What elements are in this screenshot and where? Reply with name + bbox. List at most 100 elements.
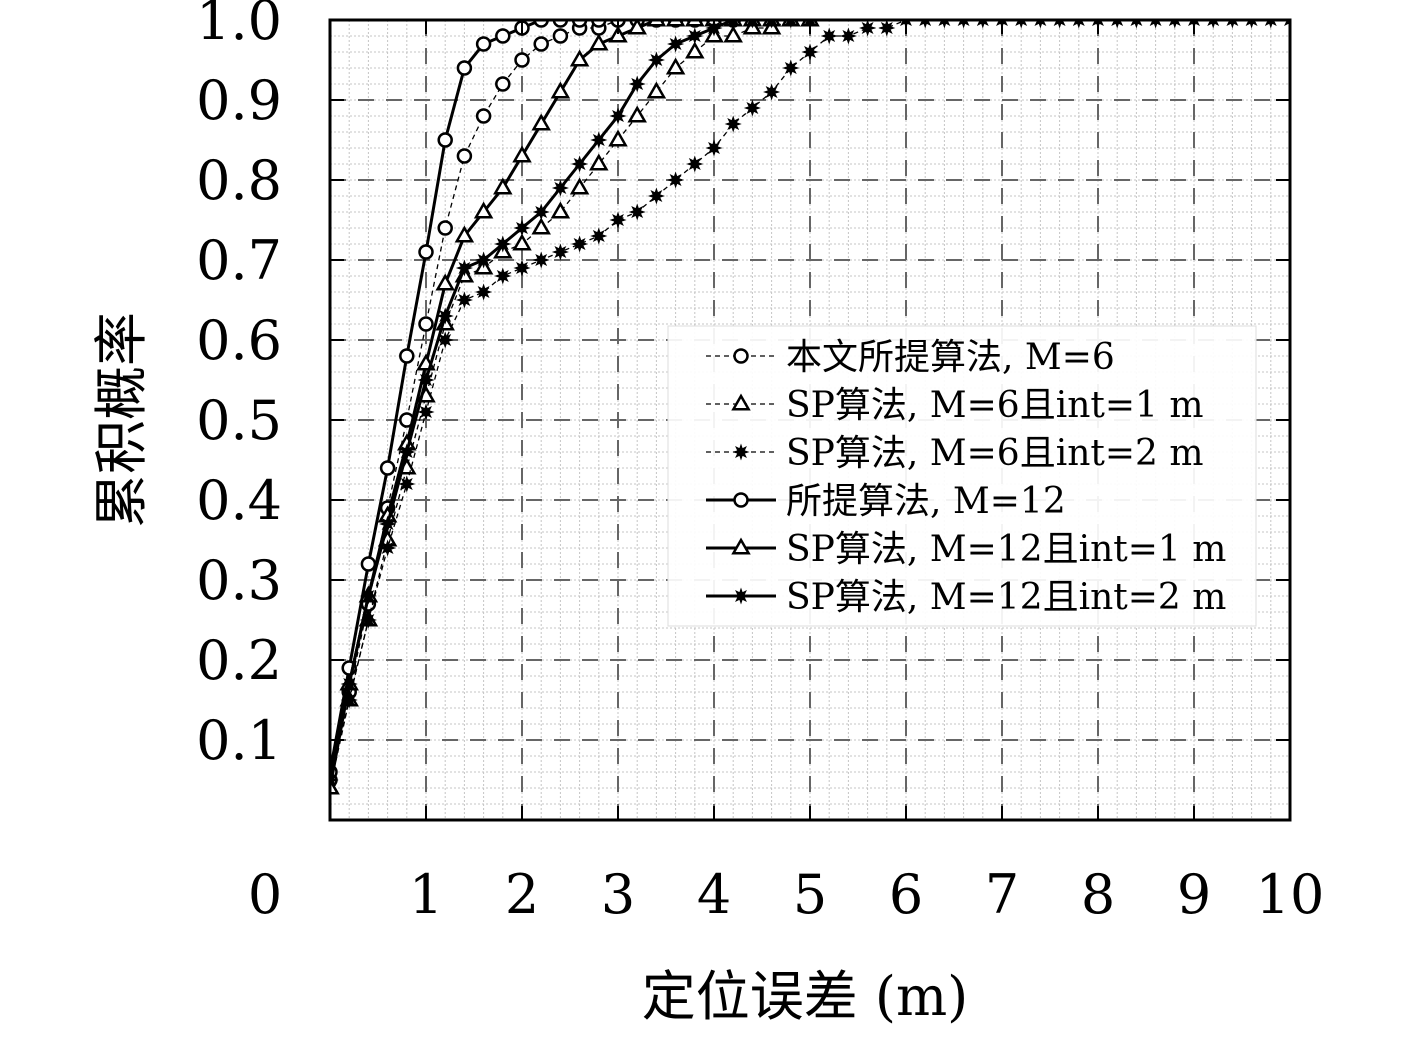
data-point	[1281, 20, 1290, 29]
data-point	[609, 211, 627, 229]
legend-marker	[732, 443, 750, 461]
data-point	[590, 227, 608, 245]
data-point	[531, 217, 551, 235]
legend-label: 所提算法, M=12	[786, 481, 1066, 522]
data-point	[456, 148, 473, 164]
data-point	[417, 371, 435, 389]
data-point	[589, 33, 609, 51]
data-point	[513, 219, 531, 237]
data-point	[435, 273, 455, 291]
data-point	[955, 20, 973, 29]
data-point	[455, 291, 473, 309]
data-point	[724, 20, 742, 29]
data-point	[417, 403, 435, 421]
data-point	[475, 283, 493, 301]
data-point	[801, 43, 819, 61]
data-point	[782, 59, 800, 77]
data-point	[513, 259, 531, 277]
data-point	[628, 203, 646, 221]
legend-marker	[732, 587, 750, 605]
data-point	[533, 20, 549, 28]
legend-marker	[733, 348, 749, 364]
data-point	[647, 51, 665, 69]
data-point	[418, 316, 434, 332]
data-point	[533, 36, 549, 52]
data-point	[494, 235, 512, 253]
data-point	[418, 244, 434, 260]
data-point	[379, 539, 397, 557]
x-tick-label: 1	[409, 863, 443, 926]
data-point	[974, 20, 992, 29]
data-point	[360, 556, 377, 572]
data-point	[473, 201, 494, 219]
data-point	[1051, 20, 1069, 29]
data-point	[667, 35, 685, 53]
data-point	[456, 60, 473, 76]
legend-marker	[731, 393, 751, 411]
data-point	[552, 20, 569, 28]
data-point	[916, 20, 934, 29]
data-point	[878, 20, 896, 37]
x-tick-label: 8	[1081, 863, 1115, 926]
data-point	[475, 108, 492, 124]
y-tick-label: 0.8	[196, 149, 282, 212]
data-point	[495, 76, 511, 92]
y-tick-label: 0.6	[196, 309, 282, 372]
x-axis-label: 定位误差 (m)	[642, 965, 969, 1028]
data-point	[1223, 20, 1241, 29]
data-point	[646, 81, 667, 99]
series-line	[330, 20, 810, 789]
data-point	[1262, 20, 1280, 29]
y-tick-label: 0.3	[196, 549, 282, 612]
series-line	[330, 20, 734, 773]
data-point	[493, 177, 513, 195]
data-point	[569, 177, 590, 195]
data-point	[550, 201, 571, 219]
data-point	[532, 203, 550, 221]
series-layer	[330, 20, 1290, 795]
data-point	[531, 113, 551, 131]
data-point	[494, 267, 512, 285]
legend-box	[667, 325, 1257, 627]
data-point	[399, 348, 415, 364]
data-point	[724, 115, 742, 133]
data-point	[608, 129, 628, 147]
data-point	[512, 145, 532, 163]
data-point	[591, 20, 607, 28]
data-point	[340, 675, 358, 693]
data-point	[839, 27, 857, 45]
data-point	[552, 28, 569, 44]
data-point	[1166, 20, 1184, 29]
data-point	[571, 155, 589, 173]
data-point	[627, 105, 647, 123]
data-point	[551, 179, 569, 197]
x-tick-label: 7	[985, 863, 1019, 926]
data-point	[359, 587, 377, 605]
data-point	[475, 251, 493, 269]
data-point	[330, 777, 340, 795]
data-point	[475, 36, 492, 52]
data-point	[665, 57, 686, 75]
data-point	[379, 515, 397, 533]
data-point	[514, 52, 530, 68]
series-6	[330, 20, 819, 789]
legend: 本文所提算法, M=6 SP算法, M=6且int=1 m SP算法, M=6且in…	[667, 325, 1257, 627]
data-point	[1147, 20, 1165, 29]
data-point	[763, 20, 781, 29]
data-point	[608, 25, 628, 43]
data-point	[551, 243, 569, 261]
data-point	[532, 251, 550, 269]
data-point	[685, 41, 705, 59]
x-tick-label: 4	[697, 863, 731, 926]
data-point	[686, 155, 704, 173]
data-point	[627, 20, 647, 35]
legend-label: SP算法, M=6且int=1 m	[786, 385, 1204, 426]
y-tick-label: 1.0	[196, 0, 282, 52]
data-point	[686, 27, 704, 45]
data-point	[437, 132, 453, 148]
y-tick-labels: 0.1 0.2 0.3 0.4 0.5 0.6 0.7 0.8 0.9 1.0	[196, 0, 282, 772]
legend-marker	[733, 492, 749, 508]
x-tick-label: 0	[248, 863, 282, 926]
data-point	[589, 153, 609, 171]
data-point	[436, 307, 454, 325]
